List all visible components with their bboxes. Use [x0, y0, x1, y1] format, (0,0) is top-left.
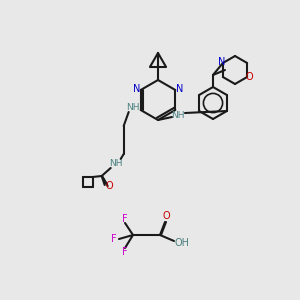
- Text: O: O: [245, 72, 253, 82]
- Text: NH: NH: [109, 160, 122, 169]
- Text: F: F: [122, 214, 128, 224]
- Text: NH: NH: [171, 110, 185, 119]
- Text: O: O: [162, 211, 170, 221]
- Text: NH: NH: [126, 103, 140, 112]
- Text: N: N: [133, 84, 140, 94]
- Text: F: F: [122, 247, 128, 257]
- Text: O: O: [106, 181, 113, 191]
- Text: N: N: [176, 84, 183, 94]
- Text: N: N: [218, 57, 226, 67]
- Text: OH: OH: [175, 238, 190, 248]
- Text: F: F: [111, 234, 117, 244]
